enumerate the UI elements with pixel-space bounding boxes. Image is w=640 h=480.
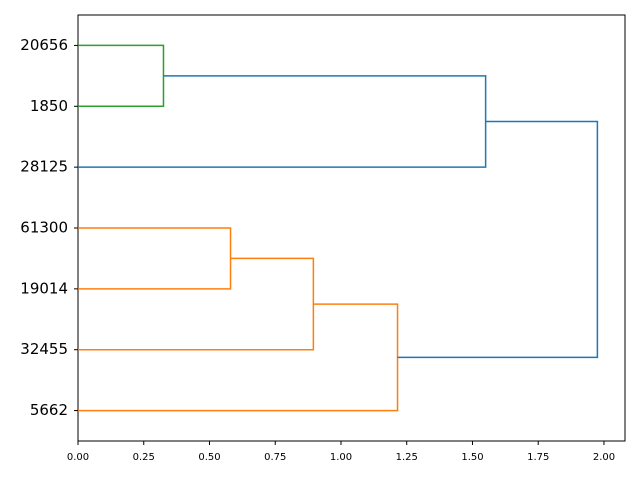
link xyxy=(78,303,399,412)
y-tick-label: 5662 xyxy=(30,401,68,419)
link xyxy=(78,75,487,168)
y-tick-label: 20656 xyxy=(20,36,68,54)
y-tick-label: 19014 xyxy=(20,279,68,297)
y-tick-label: 32455 xyxy=(20,340,68,358)
y-tick-label: 28125 xyxy=(20,158,68,176)
x-tick-label: 0.75 xyxy=(264,452,286,463)
x-tick-label: 0.25 xyxy=(133,452,155,463)
link xyxy=(78,257,315,351)
x-tick-label: 2.00 xyxy=(593,452,615,463)
x-tick-label: 1.75 xyxy=(527,452,549,463)
y-tick-label: 1850 xyxy=(30,97,68,115)
link xyxy=(397,120,599,359)
x-tick-label: 1.25 xyxy=(396,452,418,463)
x-tick-label: 0.00 xyxy=(67,452,89,463)
x-tick-label: 1.50 xyxy=(461,452,483,463)
x-tick-label: 0.50 xyxy=(198,452,220,463)
x-tick-label: 1.00 xyxy=(330,452,352,463)
link xyxy=(78,227,232,290)
y-tick-label: 61300 xyxy=(20,219,68,237)
link xyxy=(78,44,165,108)
